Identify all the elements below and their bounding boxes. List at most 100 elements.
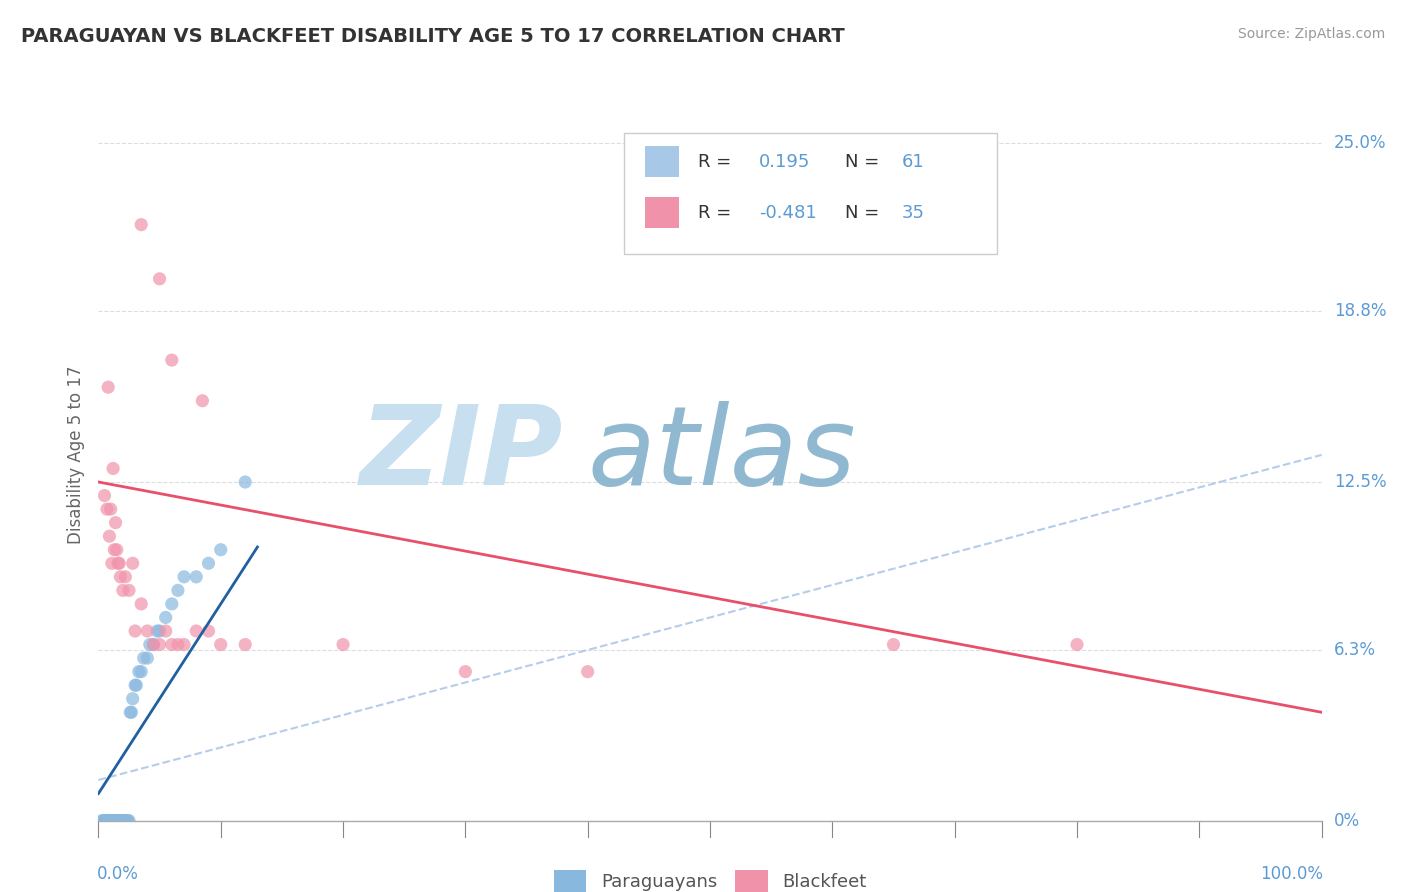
Point [94,814,117,828]
Point [197,624,219,638]
Text: 0%: 0% [1334,812,1360,830]
Point [101,814,124,828]
Point [104,814,127,828]
Point [110,570,132,584]
Point [91,814,114,828]
Point [173,570,195,584]
Point [107,814,129,828]
Point [105,542,128,557]
Point [103,542,125,557]
Legend: Paraguayans, Blackfeet: Paraguayans, Blackfeet [547,863,873,892]
Point [100,502,122,516]
Point [146,624,169,638]
Point [108,556,131,570]
Point [107,556,129,570]
Point [94,814,117,828]
Point [103,814,125,828]
Point [93,814,115,828]
Point [142,638,165,652]
Point [96,814,118,828]
Point [118,814,141,828]
Point [209,638,232,652]
Point [132,651,155,665]
Point [100,814,122,828]
Text: atlas: atlas [588,401,856,508]
Point [105,814,128,828]
Point [209,542,232,557]
Point [454,665,477,679]
Point [104,516,127,530]
Point [114,814,136,828]
Text: PARAGUAYAN VS BLACKFEET DISABILITY AGE 5 TO 17 CORRELATION CHART: PARAGUAYAN VS BLACKFEET DISABILITY AGE 5… [21,27,845,45]
Point [100,814,122,828]
Point [128,665,150,679]
Point [233,475,256,489]
Point [115,814,138,828]
Point [129,597,152,611]
Point [111,583,134,598]
Text: 18.8%: 18.8% [1334,302,1386,320]
Point [129,665,152,679]
Point [124,624,146,638]
Point [114,570,136,584]
FancyBboxPatch shape [624,133,997,253]
Point [104,814,127,828]
Point [111,814,134,828]
Point [160,597,183,611]
Point [883,638,905,652]
Point [101,814,124,828]
Point [101,814,124,828]
Text: 25.0%: 25.0% [1334,135,1386,153]
Point [120,706,142,720]
Point [91,814,114,828]
Point [93,489,115,503]
Point [191,393,214,408]
Point [96,814,118,828]
Point [149,638,172,652]
Point [93,814,115,828]
Point [118,583,141,598]
Point [112,814,135,828]
Point [97,814,120,828]
FancyBboxPatch shape [645,197,679,228]
Point [142,638,165,652]
Point [160,353,183,368]
Text: N =: N = [845,153,879,170]
Point [117,814,139,828]
Text: -0.481: -0.481 [759,203,817,222]
Point [155,610,177,624]
Point [160,638,183,652]
Text: 12.5%: 12.5% [1334,473,1386,491]
Point [100,814,122,828]
Point [98,814,121,828]
Point [121,556,143,570]
Text: N =: N = [845,203,879,222]
Text: Source: ZipAtlas.com: Source: ZipAtlas.com [1237,27,1385,41]
Point [103,814,125,828]
Point [186,570,208,584]
Point [197,556,219,570]
Point [167,583,190,598]
Point [136,651,159,665]
Point [105,814,128,828]
Point [139,638,162,652]
Point [100,814,122,828]
Point [110,814,132,828]
Text: 100.0%: 100.0% [1260,864,1323,882]
Point [332,638,354,652]
Text: ZIP: ZIP [360,401,564,508]
Text: R =: R = [697,153,731,170]
Point [155,624,177,638]
Point [233,638,256,652]
Point [121,691,143,706]
Point [97,814,120,828]
Text: 0.195: 0.195 [759,153,810,170]
Point [108,814,131,828]
Point [576,665,599,679]
Point [111,814,134,828]
Point [101,814,124,828]
Point [98,814,121,828]
Point [173,638,195,652]
Point [101,461,124,475]
Point [149,272,172,286]
